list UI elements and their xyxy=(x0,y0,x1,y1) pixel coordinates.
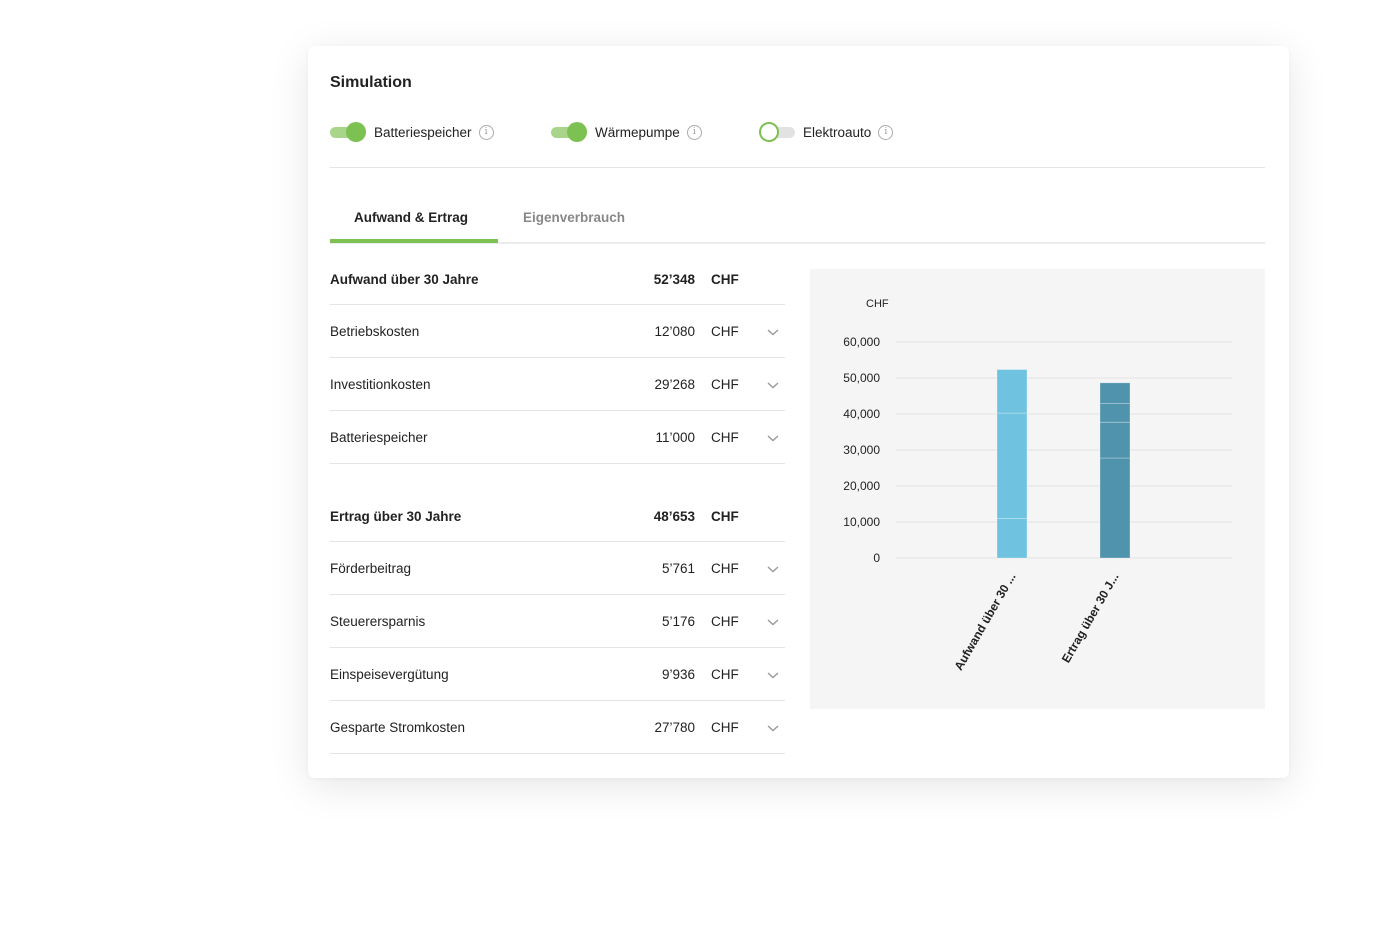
row-currency: CHF xyxy=(711,430,739,445)
bar-segment xyxy=(996,517,1028,559)
tab-aufwand-ertrag[interactable]: Aufwand & Ertrag xyxy=(354,210,469,225)
bar-segment xyxy=(996,369,1028,414)
table-row[interactable]: Gesparte Stromkosten 27’780 CHF xyxy=(330,701,785,754)
table-row[interactable]: Investitionkosten 29’268 CHF xyxy=(330,358,785,411)
info-icon[interactable]: i xyxy=(478,124,494,140)
divider xyxy=(330,167,1265,168)
info-icon[interactable]: i xyxy=(686,124,702,140)
row-amount: 5’761 xyxy=(661,561,695,576)
row-label: Batteriespeicher xyxy=(330,430,428,445)
cost-table: Aufwand über 30 Jahre 52’348 CHF Betrieb… xyxy=(330,252,785,754)
chevron-down-icon[interactable] xyxy=(765,561,781,577)
y-axis-unit: CHF xyxy=(866,298,889,310)
chevron-down-icon[interactable] xyxy=(765,720,781,736)
info-icon[interactable]: i xyxy=(878,124,894,140)
table-row[interactable]: Förderbeitrag 5’761 CHF xyxy=(330,542,785,595)
bar-segment xyxy=(1099,421,1131,459)
table-row[interactable]: Steuerersparnis 5’176 CHF xyxy=(330,595,785,648)
chevron-down-icon[interactable] xyxy=(765,667,781,683)
chevron-down-icon[interactable] xyxy=(765,377,781,393)
switch-batteriespeicher[interactable] xyxy=(330,122,366,142)
x-tick-label: Aufwand über 30 ... xyxy=(951,571,1018,673)
toggle-label-elektroauto: Elektroauto xyxy=(803,124,872,140)
row-amount: 9’936 xyxy=(661,667,695,682)
row-amount: 29’268 xyxy=(654,377,695,392)
simulation-title: Simulation xyxy=(330,74,412,91)
row-amount: 12’080 xyxy=(654,324,695,339)
toggle-label-waermepumpe: Wärmepumpe xyxy=(595,124,680,140)
switch-elektroauto[interactable] xyxy=(759,122,795,142)
x-tick-label: Ertrag über 30 J... xyxy=(1059,571,1122,666)
bar-segment xyxy=(996,412,1028,519)
toggle-elektroauto[interactable]: Elektroauto i xyxy=(759,122,894,142)
comparison-chart: CHF 0 10,000 20,000 30,000 40,000 50,000 60,000… xyxy=(810,269,1265,709)
bar-segment xyxy=(1099,403,1131,423)
chart-canvas: CHF 0 10,000 20,000 30,000 40,000 50,000 60,000… xyxy=(843,298,1232,673)
table-row[interactable]: Einspeisevergütung 9’936 CHF xyxy=(330,648,785,701)
row-label: Investitionkosten xyxy=(330,377,431,392)
simulation-card: Simulation Batteriespeicher i Wärmepumpe… xyxy=(308,46,1289,778)
toggle-waermepumpe[interactable]: Wärmepumpe i xyxy=(551,122,702,142)
y-tick-label: 20,000 xyxy=(843,479,880,493)
row-label: Ertrag über 30 Jahre xyxy=(330,509,462,524)
row-label: Gesparte Stromkosten xyxy=(330,720,466,735)
tab-eigenverbrauch[interactable]: Eigenverbrauch xyxy=(523,210,626,225)
table-row-ertrag-total: Ertrag über 30 Jahre 48’653 CHF xyxy=(330,489,785,542)
table-row-aufwand-total: Aufwand über 30 Jahre 52’348 CHF xyxy=(330,252,785,305)
table-row[interactable]: Batteriespeicher 11’000 CHF xyxy=(330,411,785,464)
row-label: Steuerersparnis xyxy=(330,614,426,629)
tab-bar: Aufwand & Ertrag Eigenverbrauch xyxy=(330,198,1265,244)
y-tick-label: 60,000 xyxy=(843,335,880,349)
row-currency: CHF xyxy=(711,272,739,287)
row-currency: CHF xyxy=(711,561,739,576)
row-currency: CHF xyxy=(711,667,739,682)
row-label: Förderbeitrag xyxy=(330,561,412,576)
row-label: Betriebskosten xyxy=(330,324,420,339)
row-currency: CHF xyxy=(711,324,739,339)
table-row[interactable]: Betriebskosten 12’080 CHF xyxy=(330,305,785,358)
bar-segment xyxy=(1099,457,1131,559)
chevron-down-icon[interactable] xyxy=(765,324,781,340)
row-currency: CHF xyxy=(711,614,739,629)
row-amount: 27’780 xyxy=(654,720,695,735)
toggle-batteriespeicher[interactable]: Batteriespeicher i xyxy=(330,122,494,142)
row-amount: 48’653 xyxy=(653,509,695,524)
switch-waermepumpe[interactable] xyxy=(551,122,587,142)
active-tab-indicator xyxy=(330,239,498,243)
y-tick-label: 30,000 xyxy=(843,443,880,457)
row-amount: 5’176 xyxy=(661,614,695,629)
row-currency: CHF xyxy=(711,720,739,735)
row-amount: 52’348 xyxy=(653,272,695,287)
row-currency: CHF xyxy=(711,509,739,524)
row-label: Einspeisevergütung xyxy=(330,667,449,682)
toggle-label-batteriespeicher: Batteriespeicher xyxy=(374,124,472,140)
row-currency: CHF xyxy=(711,377,739,392)
y-tick-label: 10,000 xyxy=(843,515,880,529)
chevron-down-icon[interactable] xyxy=(765,614,781,630)
chevron-down-icon[interactable] xyxy=(765,430,781,446)
y-tick-label: 0 xyxy=(873,551,880,565)
row-amount: 11’000 xyxy=(655,430,695,445)
y-tick-label: 40,000 xyxy=(843,407,880,421)
y-tick-label: 50,000 xyxy=(843,371,880,385)
bar-segment xyxy=(1099,382,1131,404)
row-label: Aufwand über 30 Jahre xyxy=(330,272,479,287)
